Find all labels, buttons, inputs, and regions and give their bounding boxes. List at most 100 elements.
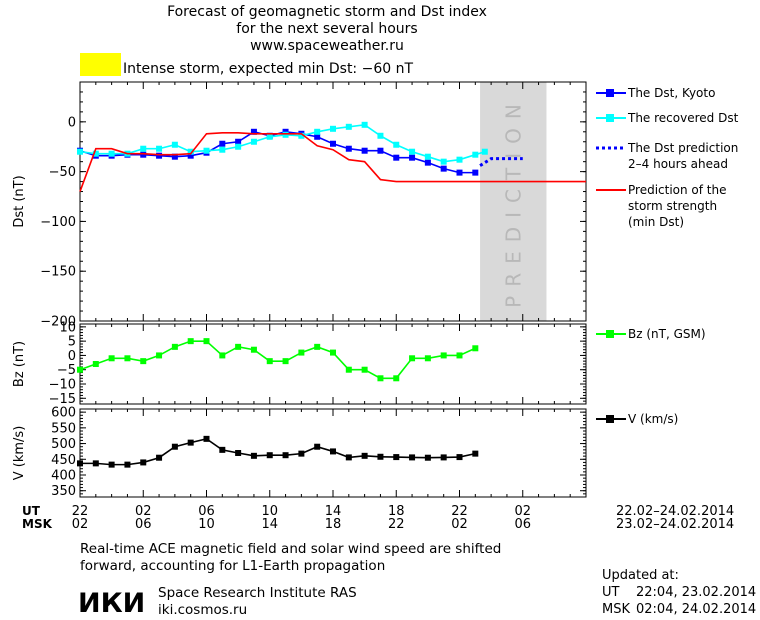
chart-title-site: www.spaceweather.ru bbox=[250, 38, 404, 54]
legend-v: V (km/s) bbox=[628, 412, 678, 426]
data-point bbox=[472, 450, 479, 457]
data-point bbox=[250, 128, 257, 135]
y-tick-label: 5 bbox=[68, 335, 76, 350]
data-point bbox=[235, 138, 242, 145]
data-point bbox=[409, 454, 416, 461]
data-point bbox=[219, 446, 226, 453]
updated-msk-label: MSK bbox=[602, 602, 630, 617]
data-point bbox=[250, 138, 257, 145]
series-line-10 bbox=[79, 340, 476, 380]
y-tick-label: 0 bbox=[68, 115, 76, 130]
data-point bbox=[203, 147, 210, 154]
data-point bbox=[456, 352, 463, 359]
y-tick-label: 350 bbox=[51, 484, 76, 499]
data-point bbox=[156, 145, 163, 152]
y-tick-label: −10 bbox=[49, 378, 76, 393]
data-point bbox=[124, 355, 131, 362]
data-point bbox=[472, 151, 479, 158]
data-point bbox=[187, 152, 194, 159]
dst-series bbox=[77, 121, 586, 192]
data-point bbox=[393, 375, 400, 382]
y-tick-label: −200 bbox=[40, 315, 76, 330]
data-point bbox=[393, 454, 400, 461]
data-point bbox=[361, 121, 368, 128]
data-point bbox=[424, 153, 431, 160]
data-point bbox=[424, 159, 431, 166]
msk-tick-label: 02 bbox=[451, 517, 468, 532]
data-point bbox=[219, 146, 226, 153]
data-point bbox=[330, 349, 336, 356]
legend-v-marker bbox=[606, 415, 614, 423]
data-point bbox=[345, 145, 352, 152]
data-point bbox=[77, 366, 83, 373]
y-tick-label: 400 bbox=[51, 469, 76, 484]
data-point bbox=[124, 461, 131, 468]
data-point bbox=[314, 443, 321, 450]
data-point bbox=[187, 338, 194, 345]
data-point bbox=[250, 452, 257, 459]
data-point bbox=[266, 452, 273, 459]
data-point bbox=[77, 148, 83, 155]
series-line-3 bbox=[79, 131, 586, 192]
ace-note-line2: forward, accounting for L1-Earth propaga… bbox=[80, 558, 386, 574]
ut-tick-label: 02 bbox=[135, 504, 152, 519]
y-tick-label: −150 bbox=[40, 265, 76, 280]
msk-tick-label: 06 bbox=[135, 517, 152, 532]
data-point bbox=[314, 128, 321, 135]
ut-tick-label: 18 bbox=[388, 504, 405, 519]
msk-tick-label: 02 bbox=[72, 517, 89, 532]
dst-axis: 0 −50 −100 −150 −200 bbox=[40, 81, 587, 330]
dst-panel: PREDICTION 0 −50 −100 −150 −200 Dst (nT) bbox=[12, 81, 587, 330]
legend-storm-strength-3: (min Dst) bbox=[628, 215, 684, 229]
data-point bbox=[377, 132, 384, 139]
data-point bbox=[250, 346, 257, 353]
y-tick-label: −15 bbox=[49, 392, 76, 407]
bz-ylabel: Bz (nT) bbox=[12, 341, 27, 387]
data-point bbox=[266, 358, 273, 365]
updated-ut-row: UT 22:04, 23.02.2014 bbox=[602, 584, 756, 602]
data-point bbox=[92, 361, 99, 367]
bz-series bbox=[77, 338, 479, 382]
ut-date-range: 22.02–24.02.2014 bbox=[616, 504, 734, 519]
ut-tick-label: 10 bbox=[261, 504, 278, 519]
data-point bbox=[171, 343, 178, 350]
data-point bbox=[361, 147, 368, 154]
data-point bbox=[314, 343, 321, 350]
data-point bbox=[108, 461, 115, 468]
data-point bbox=[409, 154, 416, 161]
y-tick-label: 450 bbox=[51, 453, 76, 468]
prediction-band-label: PREDICTION bbox=[501, 95, 525, 308]
data-point bbox=[140, 151, 147, 158]
ut-tick-label: 02 bbox=[514, 504, 531, 519]
legend-storm-strength-1: Prediction of the bbox=[628, 183, 727, 197]
data-point bbox=[377, 453, 384, 460]
data-point bbox=[140, 459, 147, 466]
updated-msk-row: MSK 02:04, 24.02.2014 bbox=[602, 601, 756, 619]
data-point bbox=[440, 165, 447, 172]
data-point bbox=[472, 345, 479, 352]
y-tick-label: 500 bbox=[51, 437, 76, 452]
legend-dst-recovered-marker bbox=[606, 114, 614, 122]
data-point bbox=[235, 143, 242, 150]
data-point bbox=[219, 140, 226, 147]
msk-tick-label: 22 bbox=[388, 517, 405, 532]
legend-dst-prediction-2: 2–4 hours ahead bbox=[628, 157, 728, 171]
prediction-band bbox=[480, 82, 547, 321]
series-line-20 bbox=[80, 437, 476, 466]
legend-dst-prediction-1: The Dst prediction bbox=[627, 141, 738, 155]
msk-tick-label: 14 bbox=[261, 517, 278, 532]
data-point bbox=[456, 169, 463, 176]
chart-title-line1: Forecast of geomagnetic storm and Dst in… bbox=[167, 4, 487, 20]
data-point bbox=[156, 152, 163, 159]
data-point bbox=[345, 123, 352, 130]
data-point bbox=[282, 452, 289, 459]
msk-tick-label: 06 bbox=[514, 517, 531, 532]
legend-dst-recovered: The recovered Dst bbox=[627, 111, 739, 125]
msk-tick-label: 10 bbox=[198, 517, 215, 532]
data-point bbox=[266, 133, 273, 140]
data-point bbox=[203, 435, 210, 442]
data-point bbox=[140, 358, 147, 365]
data-point bbox=[393, 154, 400, 161]
